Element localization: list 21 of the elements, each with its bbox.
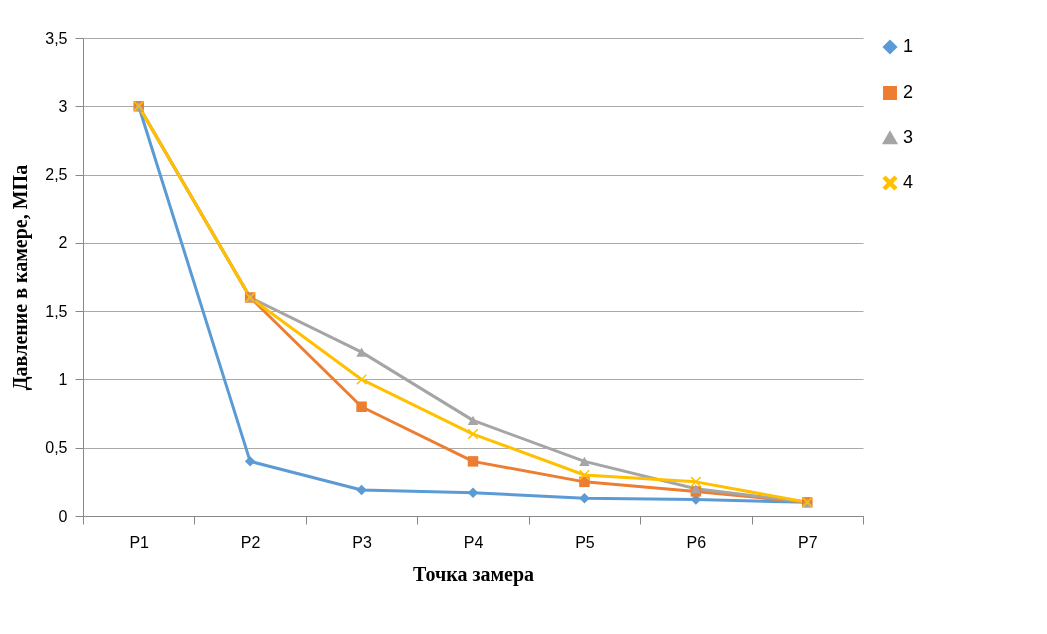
x-tick-label: P4 [463,533,484,551]
x-tick-label: P7 [798,533,818,551]
y-tick-label: 2,5 [45,166,68,184]
legend-label: 1 [903,36,914,56]
legend-label: 3 [903,127,914,147]
y-tick-label: 0,5 [45,439,68,457]
x-tick-label: P3 [352,533,372,551]
y-tick-label: 3,5 [45,29,68,47]
y-tick-label: 2 [58,234,68,252]
x-tick-label: P5 [575,533,595,551]
y-tick-label: 1,5 [45,302,68,320]
y-tick-label: 3 [58,97,68,115]
x-tick-label: P6 [686,533,707,551]
legend-label: 4 [903,172,914,192]
y-axis-title: Давление в камере, МПа [9,164,33,391]
legend-label: 2 [903,82,914,102]
x-tick-label: P1 [129,533,150,551]
y-tick-label: 0 [58,507,68,525]
x-axis-title: Точка замера [412,562,535,586]
y-tick-label: 1 [58,370,68,388]
x-tick-label: P2 [240,533,261,551]
